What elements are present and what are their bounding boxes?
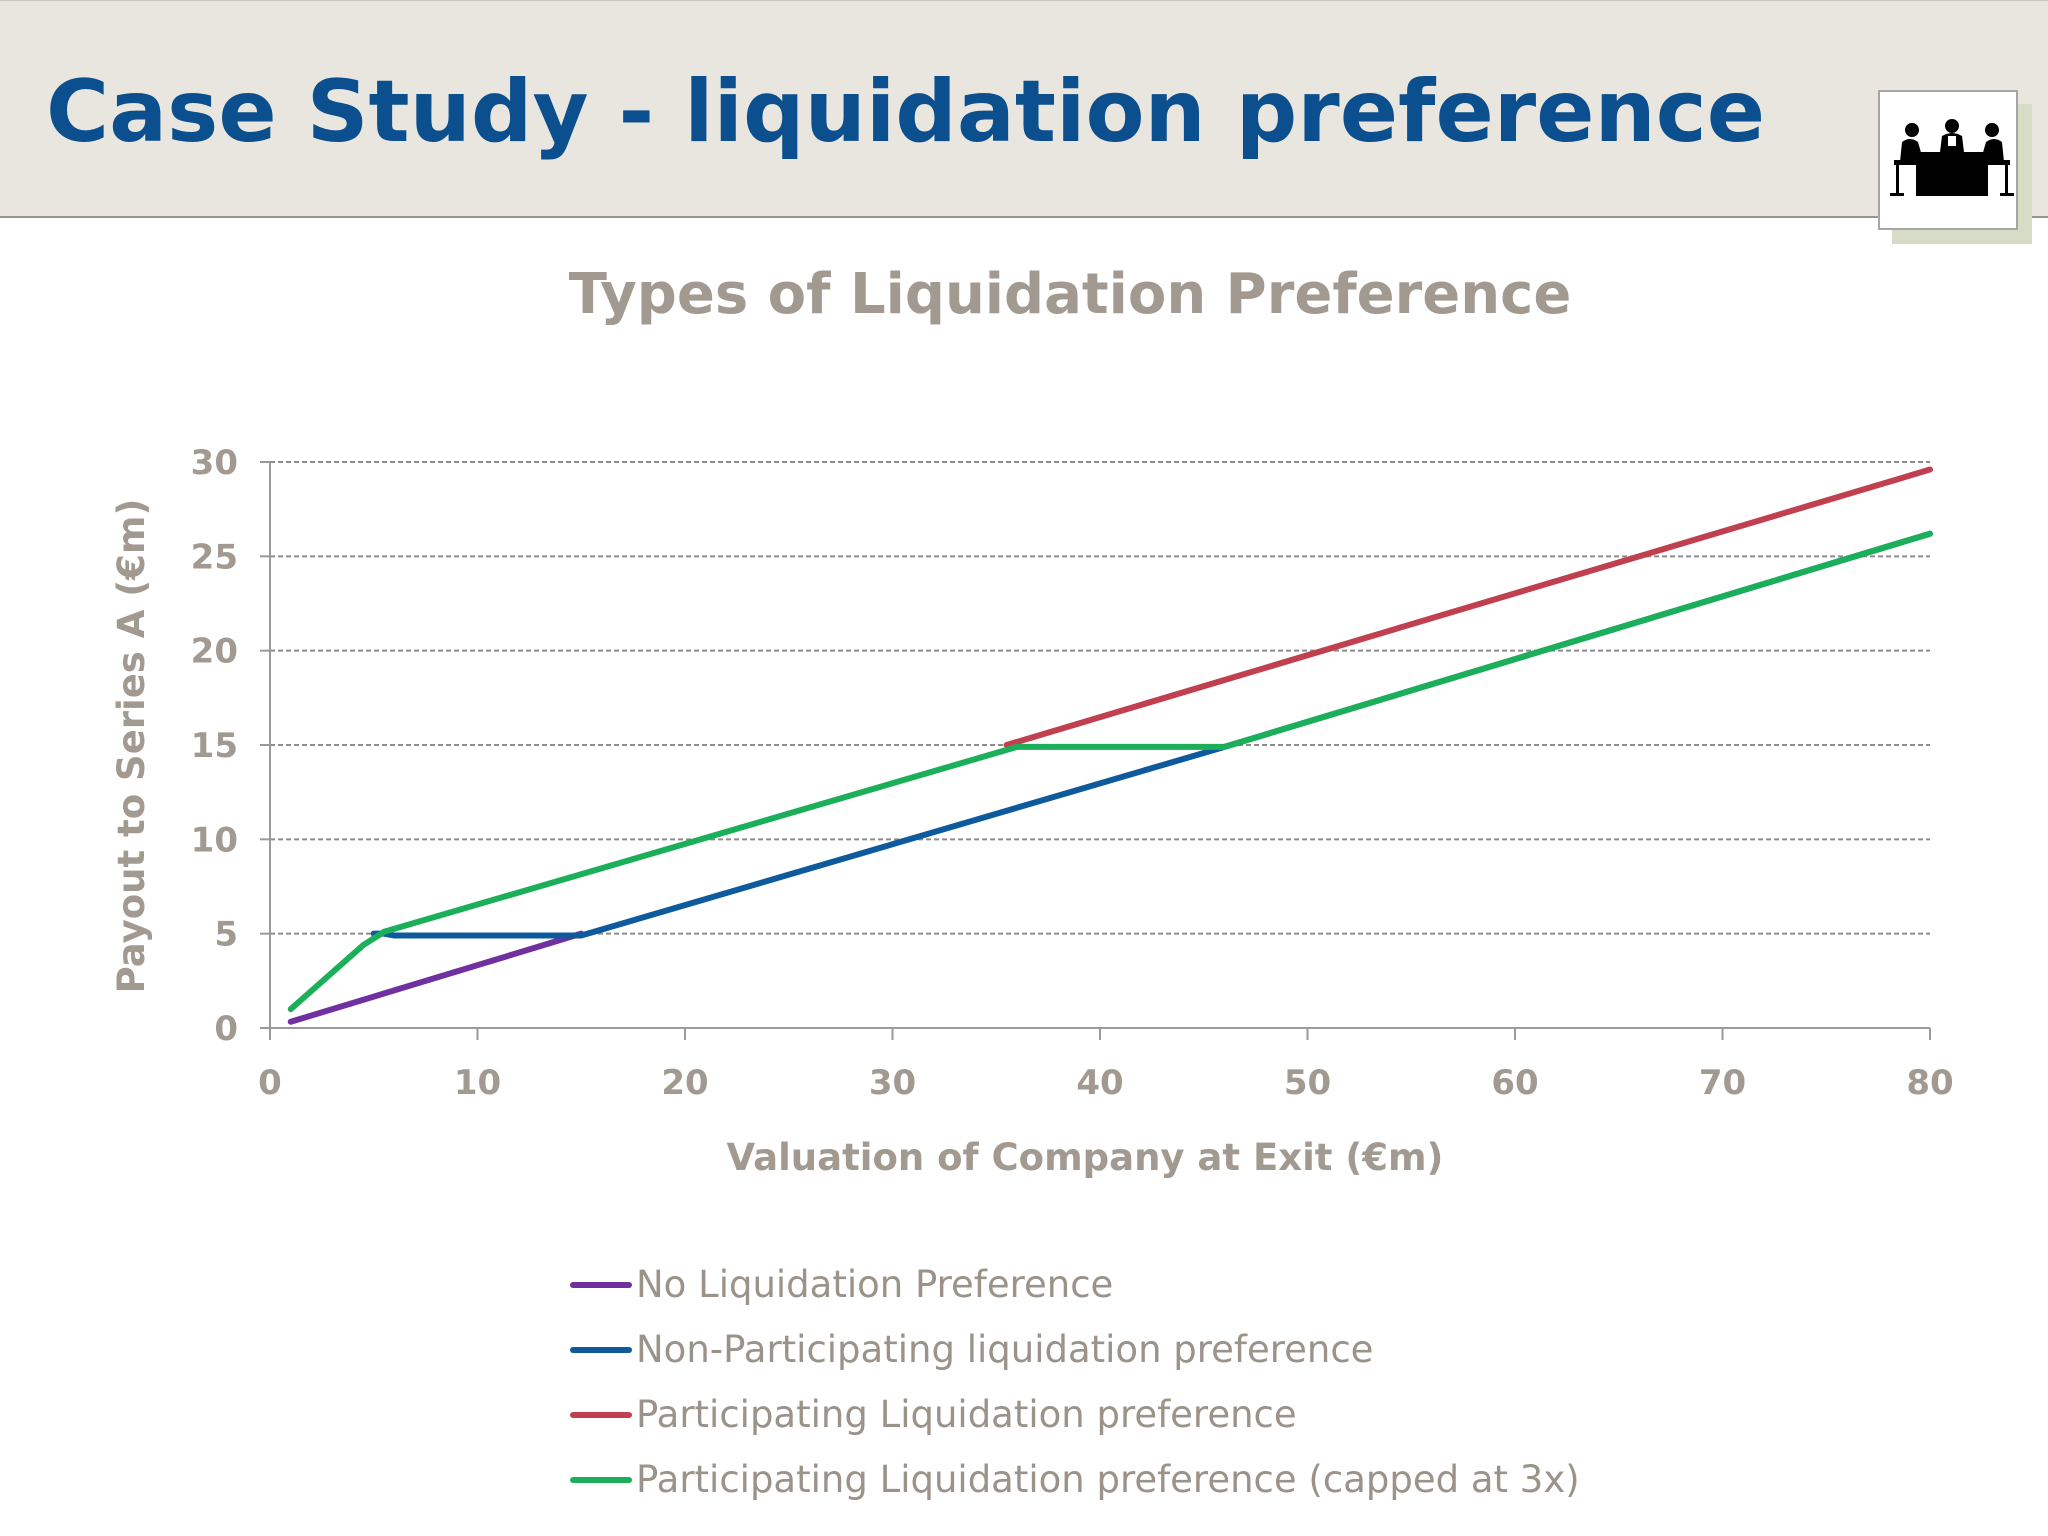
series-line-2 bbox=[370, 530, 1933, 939]
legend-label: Participating Liquidation preference bbox=[636, 1393, 1297, 1436]
x-tick-label: 80 bbox=[1906, 1063, 1953, 1103]
x-tick-label: 70 bbox=[1699, 1063, 1746, 1103]
series-line-1 bbox=[287, 930, 585, 1025]
x-tick-label: 30 bbox=[869, 1063, 916, 1103]
legend-item: Non-Participating liquidation preference bbox=[570, 1317, 1580, 1382]
legend-swatch bbox=[570, 1476, 632, 1483]
x-tick-label: 40 bbox=[1076, 1063, 1123, 1103]
legend-item: Participating Liquidation preference bbox=[570, 1382, 1580, 1447]
x-tick-label: 10 bbox=[454, 1063, 501, 1103]
legend-label: Non-Participating liquidation preference bbox=[636, 1328, 1374, 1371]
legend-item: No Liquidation Preference bbox=[570, 1252, 1580, 1317]
y-tick-label: 0 bbox=[214, 1009, 238, 1049]
y-tick-label: 25 bbox=[191, 537, 238, 577]
x-tick-label: 60 bbox=[1491, 1063, 1538, 1103]
x-tick-label: 50 bbox=[1284, 1063, 1331, 1103]
legend-label: Participating Liquidation preference (ca… bbox=[636, 1458, 1580, 1501]
header-band bbox=[0, 0, 2048, 218]
y-tick-label: 10 bbox=[191, 820, 238, 860]
slide-title: Case Study - liquidation preference bbox=[46, 62, 1766, 162]
legend-swatch bbox=[570, 1281, 632, 1288]
logo-frame bbox=[1878, 90, 2032, 244]
series-line-4 bbox=[287, 530, 1933, 1013]
meeting-table-icon bbox=[1890, 119, 2014, 196]
y-tick-label: 5 bbox=[214, 915, 238, 955]
legend-swatch bbox=[570, 1346, 632, 1353]
y-tick-label: 15 bbox=[191, 726, 238, 766]
x-tick-label: 20 bbox=[661, 1063, 708, 1103]
y-tick-label: 20 bbox=[191, 632, 238, 672]
chart-title: Types of Liquidation Preference bbox=[568, 262, 1572, 327]
x-tick-label: 0 bbox=[258, 1063, 282, 1103]
legend-label: No Liquidation Preference bbox=[636, 1263, 1114, 1306]
x-axis-label: Valuation of Company at Exit (€m) bbox=[727, 1136, 1444, 1179]
series-line-3 bbox=[1003, 466, 1933, 748]
y-axis-label: Payout to Series A (€m) bbox=[110, 499, 153, 994]
legend-swatch bbox=[570, 1411, 632, 1418]
y-tick-label: 30 bbox=[191, 443, 238, 483]
legend-item: Participating Liquidation preference (ca… bbox=[570, 1447, 1580, 1512]
legend: No Liquidation Preference Non-Participat… bbox=[570, 1252, 1580, 1512]
